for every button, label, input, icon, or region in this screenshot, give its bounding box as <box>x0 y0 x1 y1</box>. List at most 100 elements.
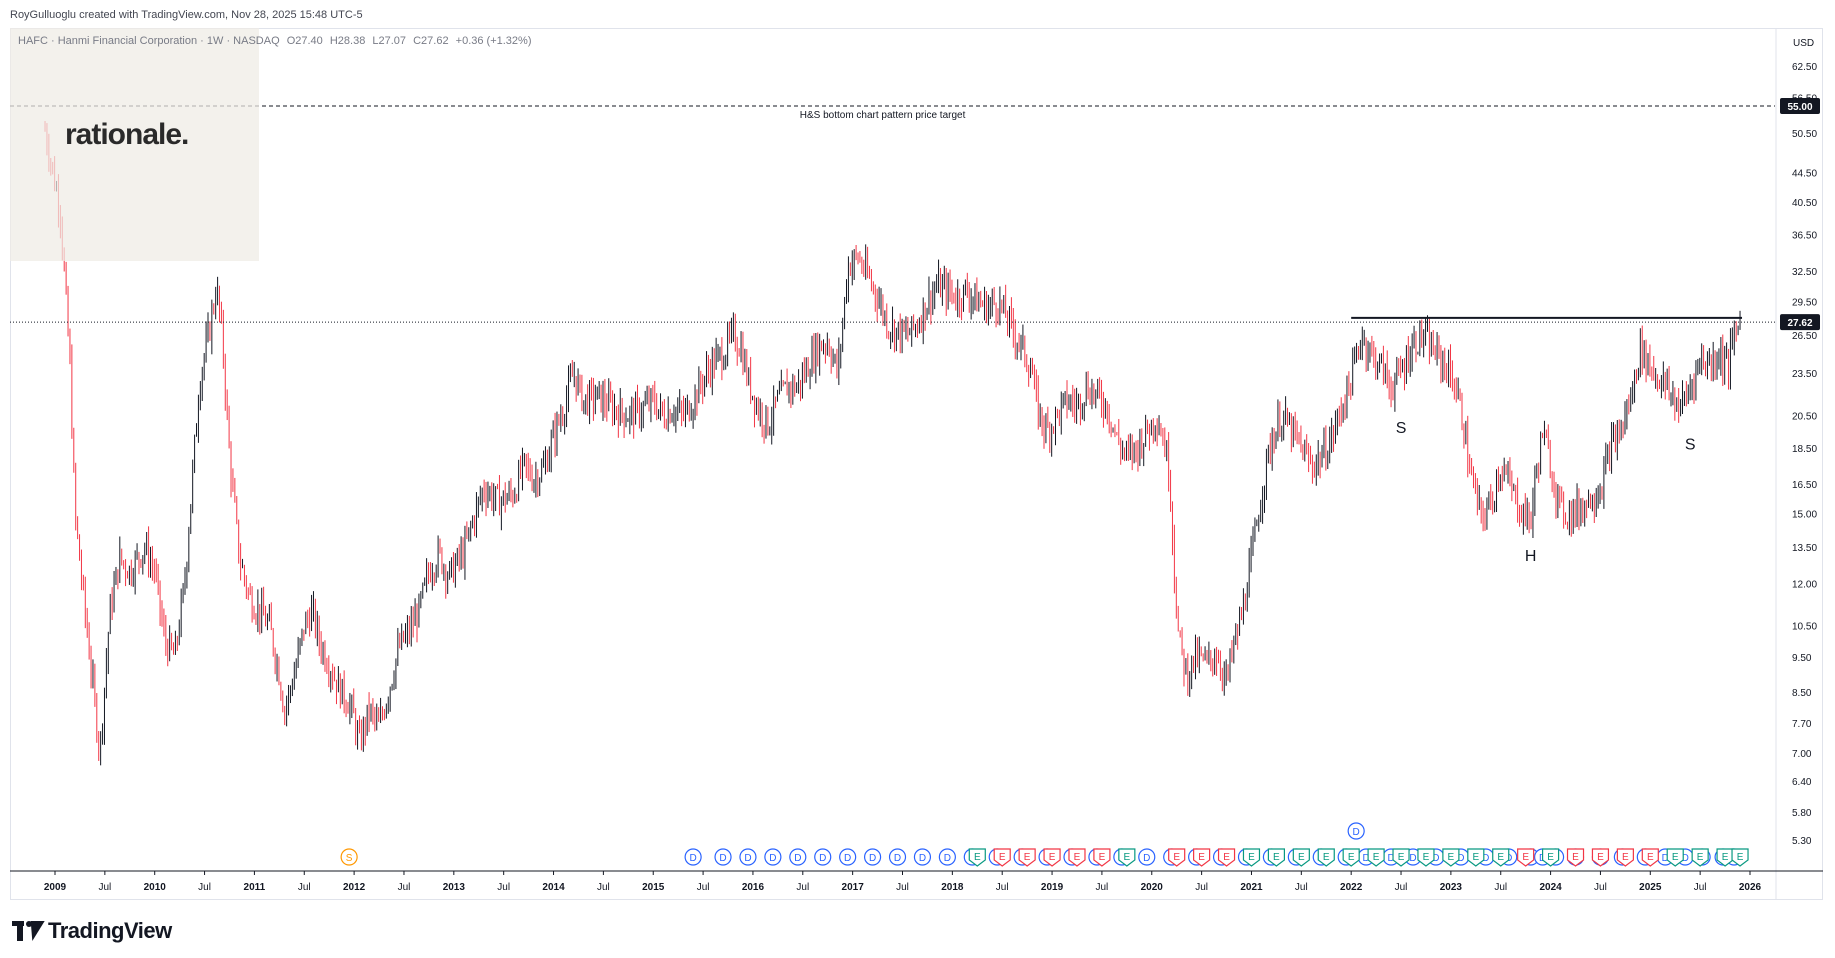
earnings-marker <box>1217 848 1236 867</box>
earnings-marker-label: E <box>1722 852 1729 863</box>
dividend-marker-label: D <box>1409 853 1416 864</box>
dividend-marker-label: D <box>1432 853 1439 864</box>
y-tick-label: 50.50 <box>1792 129 1817 140</box>
y-tick-label: 15.00 <box>1792 510 1817 521</box>
earnings-marker <box>1442 848 1460 867</box>
x-tick-label: Jul <box>996 882 1009 893</box>
price-label-box <box>1780 98 1820 114</box>
dividend-marker <box>863 848 882 866</box>
earnings-marker-label: E <box>1697 852 1704 863</box>
x-tick-label: 2026 <box>1739 882 1762 893</box>
y-tick-label: 23.50 <box>1792 369 1817 380</box>
x-tick-label: Jul <box>597 882 610 893</box>
earnings-marker <box>1392 848 1410 867</box>
earnings-marker <box>1666 848 1684 867</box>
earnings-marker <box>1467 848 1485 867</box>
earnings-marker-label: E <box>1074 852 1081 863</box>
earnings-marker-label: E <box>1647 852 1654 863</box>
x-tick-label: Jul <box>1096 882 1109 893</box>
y-tick-label: 7.70 <box>1792 719 1812 730</box>
earnings-marker <box>1267 848 1285 867</box>
high-value: H28.38 <box>329 35 366 47</box>
earnings-marker <box>1616 848 1634 867</box>
earnings-marker <box>1566 848 1585 867</box>
earnings-marker-label: E <box>1248 852 1255 863</box>
earnings-marker-label: E <box>1497 852 1504 863</box>
y-tick-label: 40.50 <box>1792 198 1817 209</box>
earnings-marker <box>993 848 1011 867</box>
dividend-marker-label: D <box>1457 853 1464 864</box>
x-tick-label: 2018 <box>941 882 964 893</box>
earnings-marker-label: E <box>1024 852 1031 863</box>
price-chart[interactable]: USD62.5056.5050.5044.5040.5036.5032.5029… <box>10 28 1823 900</box>
y-tick-label: 9.50 <box>1792 653 1812 664</box>
dividend-marker <box>1347 822 1365 840</box>
earnings-marker-label: E <box>1423 852 1430 863</box>
x-tick-label: Jul <box>697 882 710 893</box>
earnings-marker-label: E <box>1572 852 1579 863</box>
earnings-marker <box>1292 848 1310 867</box>
dividend-marker-label: D <box>869 853 876 864</box>
dividend-marker <box>684 848 702 866</box>
tradingview-logo[interactable]: TradingView <box>12 918 172 944</box>
dividend-marker-label: D <box>819 853 826 864</box>
x-tick-label: Jul <box>1594 882 1607 893</box>
y-tick-label: 62.50 <box>1792 62 1817 73</box>
earnings-marker <box>1716 848 1734 867</box>
tradingview-logo-icon <box>12 921 45 941</box>
price-label-box <box>1780 314 1820 331</box>
chart-frame <box>10 28 1823 900</box>
earnings-marker <box>1093 848 1111 867</box>
y-tick-label: 13.50 <box>1792 543 1817 554</box>
dividend-marker <box>888 848 907 866</box>
x-tick-label: 2009 <box>44 882 67 893</box>
x-tick-label: 2012 <box>343 882 366 893</box>
earnings-marker-label: E <box>1472 852 1479 863</box>
dividend-marker-label: D <box>794 853 801 864</box>
x-tick-label: 2022 <box>1340 882 1363 893</box>
x-tick-label: 2023 <box>1440 882 1463 893</box>
x-tick-label: 2011 <box>244 882 266 893</box>
dividend-marker-label: D <box>1387 853 1394 864</box>
x-tick-label: Jul <box>796 882 809 893</box>
chart-credit: RoyGulluoglu created with TradingView.co… <box>10 9 363 21</box>
x-tick-label: 2020 <box>1141 882 1164 893</box>
y-tick-label: 5.30 <box>1792 836 1812 847</box>
watermark-box <box>10 28 259 261</box>
x-tick-label: Jul <box>1694 882 1707 893</box>
dividend-marker <box>1138 848 1156 866</box>
earnings-marker <box>1417 848 1435 867</box>
y-tick-label: 10.50 <box>1792 622 1817 633</box>
dividend-marker-label: D <box>769 853 776 864</box>
dividend-marker-label: D <box>1363 853 1370 864</box>
dividend-marker-label: D <box>1143 853 1150 864</box>
x-tick-label: 2025 <box>1639 882 1662 893</box>
dividend-marker <box>789 848 807 866</box>
earnings-marker <box>968 848 986 867</box>
y-tick-label: 20.50 <box>1792 412 1817 423</box>
x-tick-label: Jul <box>398 882 411 893</box>
earnings-marker-label: E <box>1173 852 1180 863</box>
earnings-marker <box>1541 848 1560 867</box>
open-value: O27.40 <box>286 35 323 47</box>
y-tick-label: 5.80 <box>1792 808 1812 819</box>
earnings-marker <box>1242 848 1261 867</box>
earnings-marker-label: E <box>1049 852 1056 863</box>
earnings-marker <box>1068 848 1086 867</box>
x-tick-label: 2019 <box>1041 882 1064 893</box>
y-tick-label: 6.40 <box>1792 777 1812 788</box>
dividend-marker <box>814 848 832 866</box>
x-tick-label: 2024 <box>1539 882 1562 893</box>
earnings-marker-label: E <box>1298 852 1305 863</box>
y-tick-label: 12.00 <box>1792 580 1817 591</box>
pattern-label: S <box>1685 437 1696 454</box>
currency-label: USD <box>1793 38 1814 49</box>
earnings-marker-label: E <box>1448 852 1455 863</box>
earnings-marker-label: E <box>1737 852 1744 863</box>
earnings-marker-label: E <box>1198 852 1205 863</box>
pattern-label: S <box>1396 420 1407 437</box>
dividend-marker <box>764 848 782 866</box>
price-label: 55.00 <box>1787 102 1812 113</box>
x-tick-label: Jul <box>198 882 211 893</box>
earnings-marker-label: E <box>1547 852 1554 863</box>
